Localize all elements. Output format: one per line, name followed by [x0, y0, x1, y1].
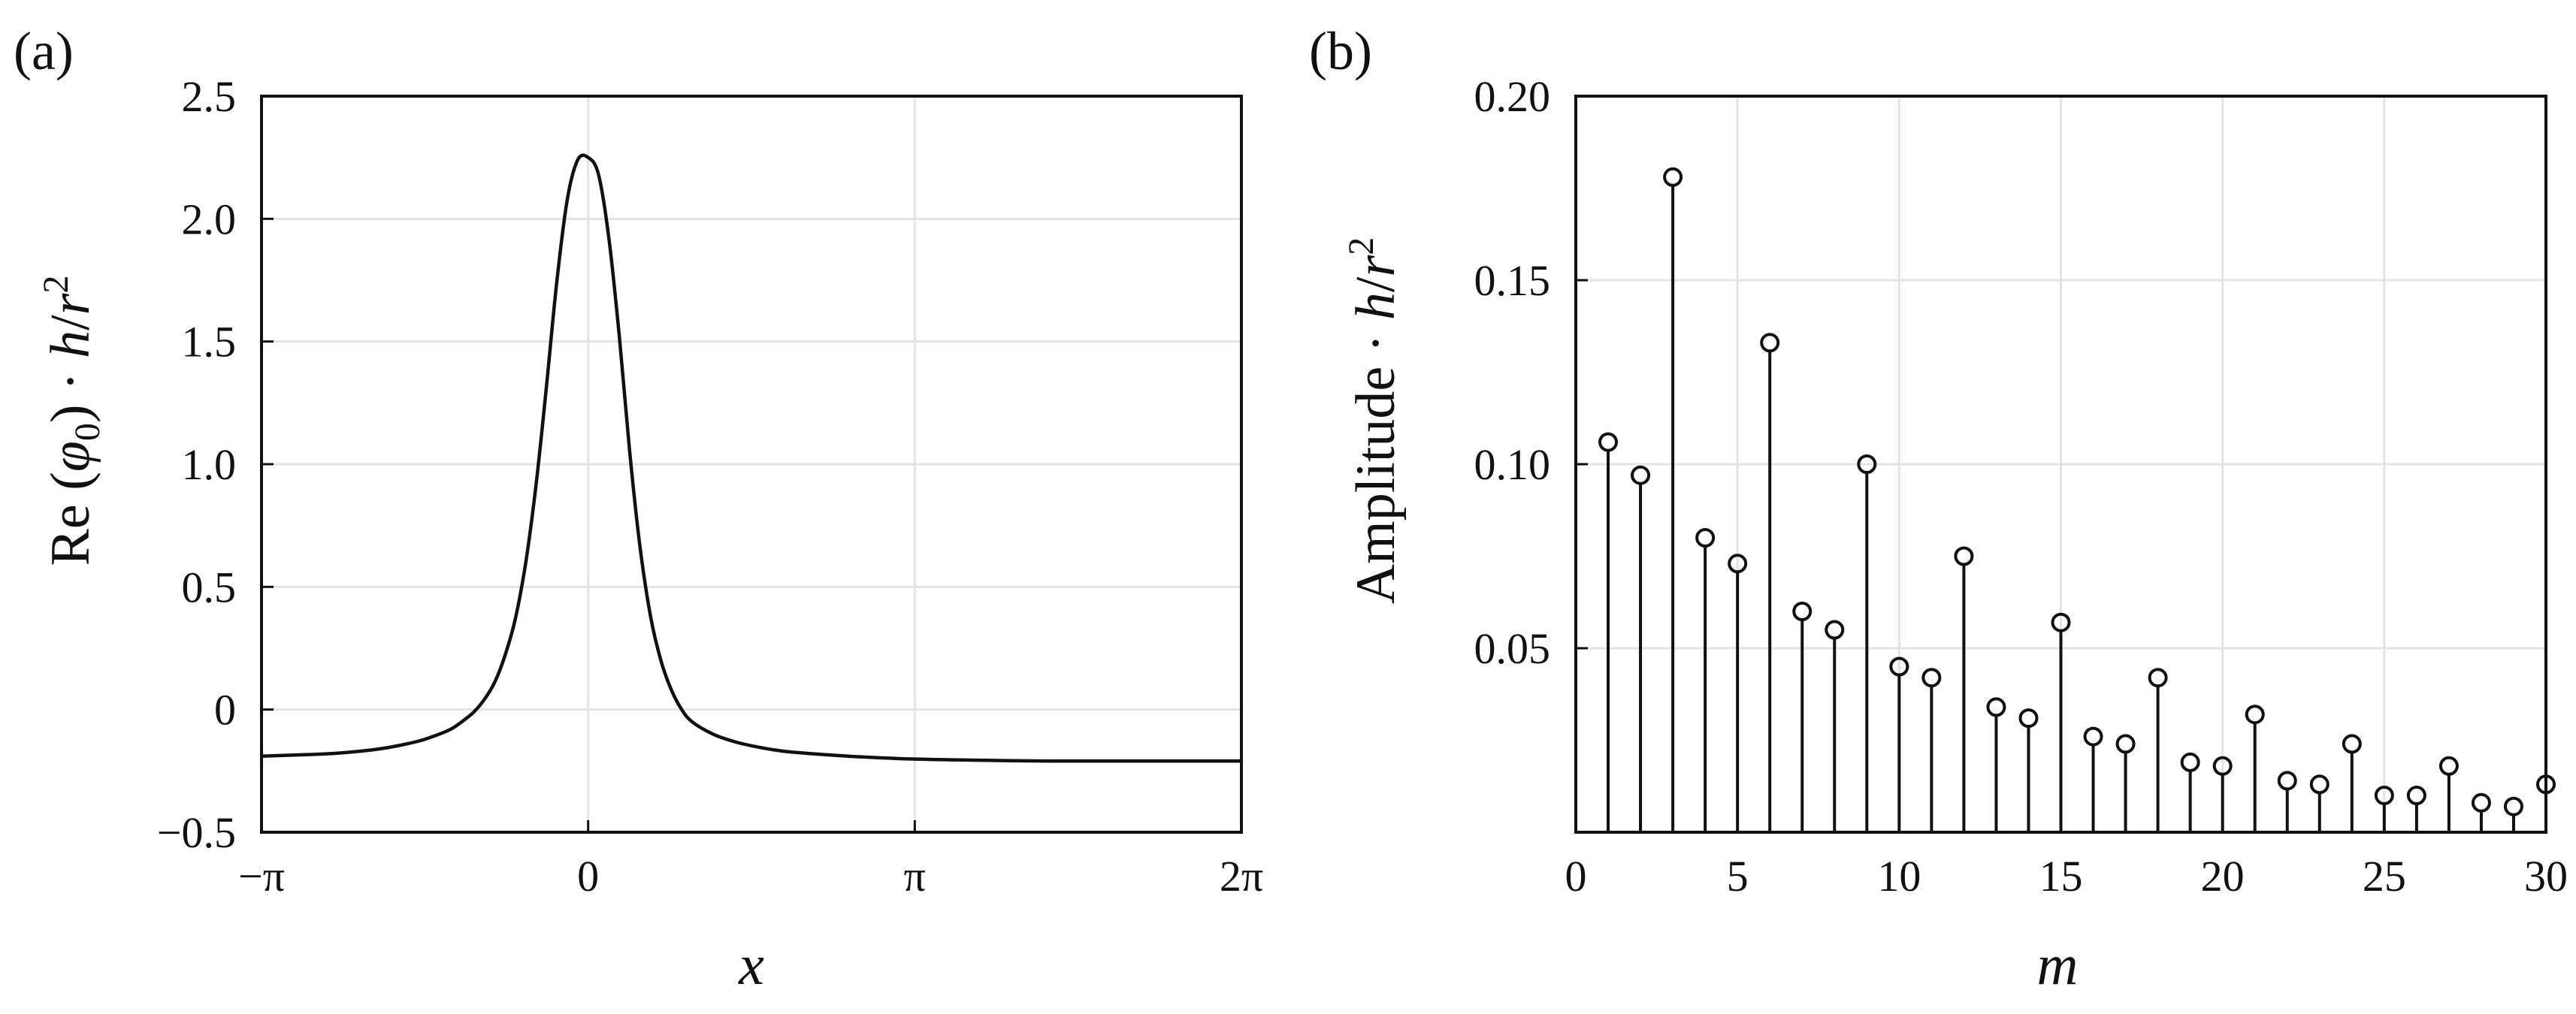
panel-a-x-axis-title: x — [738, 934, 764, 997]
panel-a-y-title-sup: 2 — [36, 276, 76, 294]
panel-a: (a) −π 0 π 2π 2.52.01.51.00.50−0.5 x Re (φ0… — [14, 21, 1263, 997]
panel-a-label: (a) — [14, 21, 74, 81]
panel-b-stem-marker — [2342, 734, 2362, 754]
panel-b-label: (b) — [1309, 21, 1372, 81]
panel-b-x-tick-label: 5 — [1727, 852, 1749, 901]
panel-b-stem-marker — [1598, 432, 1619, 452]
panel-a-y-title-r: r — [40, 292, 101, 315]
panel-a-y-title-slash: / — [40, 315, 101, 330]
panel-b-x-tick-label: 30 — [2524, 852, 2568, 901]
panel-b-stem-marker — [1728, 554, 1748, 574]
panel-b-x-tick-label: 20 — [2201, 852, 2245, 901]
panel-a-x-tick-labels: −π 0 π 2π — [238, 852, 1263, 901]
panel-b-x-axis-title: m — [2037, 934, 2079, 997]
panel-b-stem-marker — [1663, 167, 1683, 187]
panel-b-stem-marker — [2503, 796, 2523, 816]
panel-a-y-tick-label: 1.5 — [182, 318, 237, 367]
panel-b-stem-marker — [1921, 668, 1942, 688]
panel-b-y-tick-label: 0.05 — [1474, 624, 1551, 673]
panel-a-y-title-sub: 0 — [68, 423, 107, 441]
panel-b-stem-marker — [1954, 546, 1974, 566]
panel-b-stem-marker — [2406, 786, 2426, 805]
panel-b-stem-marker — [2245, 705, 2265, 725]
panel-b-y-axis-title: Amplitude · h/r2 — [1341, 237, 1407, 605]
panel-a-x-tick-label: 2π — [1220, 852, 1263, 901]
panel-b-stem-marker — [1631, 465, 1651, 485]
panel-b-y-title-pre: Amplitude · — [1345, 320, 1407, 604]
panel-b-y-tick-label: 0.10 — [1474, 440, 1551, 489]
panel-b-stems — [1598, 167, 2556, 832]
panel-b-y-title-sup: 2 — [1341, 237, 1381, 255]
panel-b-stem-marker — [1986, 697, 2006, 717]
panel-b-y-tick-label: 0.15 — [1474, 256, 1551, 305]
panel-b-stem-marker — [1792, 602, 1813, 621]
panel-b-ticks — [1574, 95, 2547, 832]
panel-b-x-tick-label: 25 — [2363, 852, 2406, 901]
panel-b-stem-marker — [1825, 620, 1845, 640]
panel-b-stem-marker — [2083, 726, 2103, 747]
panel-a-x-tick-label: π — [904, 852, 926, 901]
panel-b-stem-marker — [2438, 756, 2459, 776]
panel-b-stem-marker — [2277, 771, 2297, 791]
panel-a-y-tick-label: 0.5 — [182, 563, 237, 611]
panel-a-grid — [262, 96, 1241, 832]
panel-b-x-tick-labels: 0 5 10 15 20 25 30 — [1565, 852, 2568, 901]
panel-a-x-tick-label: 0 — [577, 852, 599, 901]
panel-a-y-tick-label: 0 — [214, 686, 236, 735]
panel-b-stem-marker — [2148, 668, 2168, 688]
panel-b-stem-marker — [2180, 752, 2200, 772]
panel-a-y-axis-title: Re (φ0) · h/r2 — [36, 276, 107, 566]
panel-b-stem-marker — [1889, 656, 1909, 677]
panel-a-x-tick-label: −π — [238, 852, 285, 901]
panel-a-y-tick-labels: 2.5 2.0 1.5 1.0 0.5 0 −0.5 — [157, 72, 236, 857]
panel-b-stem-marker — [1695, 528, 1716, 548]
panel-b-stem-marker — [2374, 786, 2394, 805]
panel-b-y-tick-label: 0.20 — [1474, 72, 1551, 121]
panel-b-stem-marker — [1857, 454, 1877, 474]
panel-b-stem-marker — [1760, 333, 1780, 353]
panel-b-y-title-r: r — [1345, 255, 1407, 277]
panel-b-y-tick-labels: 0.20 0.15 0.10 0.05 — [1474, 72, 1551, 673]
panel-b-stem-marker — [2471, 792, 2491, 813]
panel-a-y-title-pre: Re ( — [40, 472, 101, 566]
panel-a-series-line — [262, 153, 1241, 763]
panel-b-stem-marker — [2018, 708, 2039, 729]
panel-b-stem-marker — [2309, 774, 2330, 795]
panel-a-y-tick-label: 1.0 — [182, 440, 237, 489]
panel-b-y-title-slash: / — [1345, 276, 1407, 292]
panel-a-y-title-mid: ) · — [40, 358, 101, 423]
panel-a-y-tick-label: −0.5 — [157, 808, 236, 857]
panel-a-ticks — [260, 95, 1243, 834]
panel-b-x-tick-label: 15 — [2039, 852, 2083, 901]
panel-a-y-title-phi: φ — [40, 441, 101, 472]
panel-b-stem-marker — [2051, 612, 2071, 632]
panel-b-x-tick-label: 0 — [1565, 852, 1587, 901]
panel-b-stem-marker — [2212, 756, 2233, 776]
panel-b-x-tick-label: 10 — [1877, 852, 1921, 901]
panel-b: (b) 0 5 10 15 20 25 30 0.20 0.15 0.10 0.05 m Ampl… — [1309, 21, 2568, 997]
panel-a-y-tick-label: 2.5 — [182, 72, 237, 121]
panel-a-y-title-h: h — [40, 330, 101, 358]
panel-b-y-title-h: h — [1345, 292, 1407, 320]
panel-a-y-tick-label: 2.0 — [182, 195, 237, 243]
panel-b-stem-marker — [2115, 734, 2136, 754]
panel-a-curve-layer — [262, 153, 1241, 763]
